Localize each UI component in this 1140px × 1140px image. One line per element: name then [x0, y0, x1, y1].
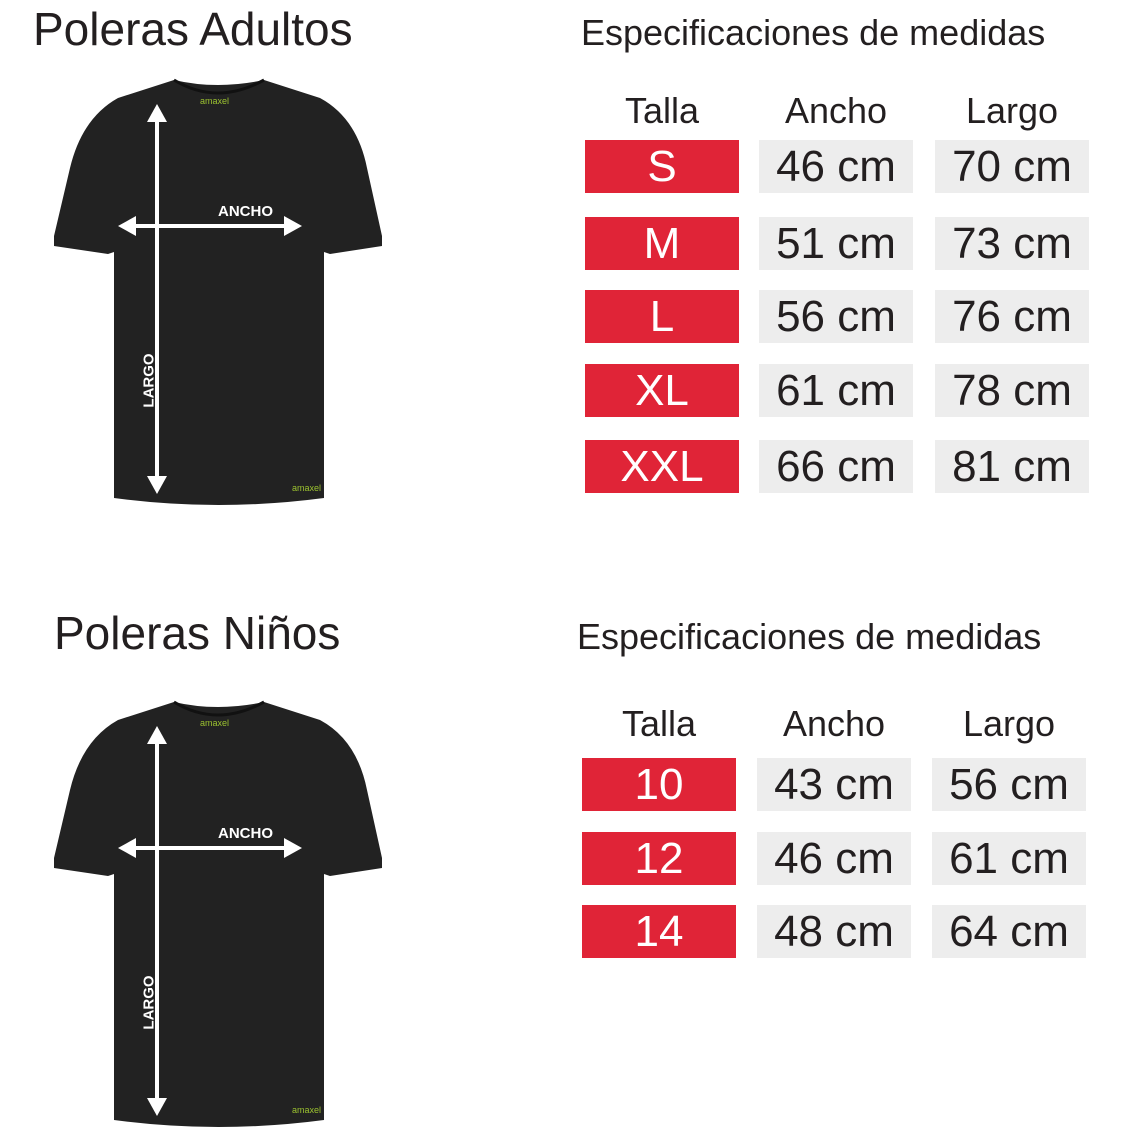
ancho-label: ANCHO	[218, 825, 273, 842]
header-ancho: Ancho	[784, 90, 888, 131]
brand-logo-hem: amaxel	[292, 1105, 322, 1115]
largo-label: LARGO	[140, 353, 158, 408]
kids-title: Poleras Niños	[54, 607, 341, 659]
tshirt-icon	[54, 700, 382, 1127]
largo-cell: 56 cm	[932, 758, 1086, 811]
header-talla: Talla	[624, 90, 700, 131]
size-cell: XXL	[585, 440, 739, 493]
size-cell: 14	[582, 905, 736, 958]
ancho-cell: 56 cm	[759, 290, 913, 343]
header-largo: Largo	[965, 90, 1059, 131]
ancho-cell: 61 cm	[759, 364, 913, 417]
largo-cell: 78 cm	[935, 364, 1089, 417]
largo-cell: 70 cm	[935, 140, 1089, 193]
brand-logo: amaxel	[200, 718, 230, 728]
adults-title: Poleras Adultos	[33, 3, 353, 55]
size-cell: XL	[585, 364, 739, 417]
size-cell: M	[585, 217, 739, 270]
brand-logo: amaxel	[200, 96, 230, 106]
ancho-cell: 66 cm	[759, 440, 913, 493]
size-cell: 10	[582, 758, 736, 811]
kids-tshirt-illustration: ANCHO LARGO amaxel amaxel	[52, 698, 392, 1138]
size-cell: 12	[582, 832, 736, 885]
size-cell: L	[585, 290, 739, 343]
ancho-cell: 51 cm	[759, 217, 913, 270]
largo-cell: 76 cm	[935, 290, 1089, 343]
largo-cell: 81 cm	[935, 440, 1089, 493]
largo-label: LARGO	[140, 975, 158, 1030]
largo-cell: 61 cm	[932, 832, 1086, 885]
header-ancho: Ancho	[782, 703, 886, 744]
largo-cell: 73 cm	[935, 217, 1089, 270]
size-cell: S	[585, 140, 739, 193]
ancho-cell: 46 cm	[759, 140, 913, 193]
largo-cell: 64 cm	[932, 905, 1086, 958]
tshirt-icon	[54, 78, 382, 505]
adult-tshirt-illustration: ANCHO LARGO amaxel amaxel	[52, 76, 392, 516]
brand-logo-hem: amaxel	[292, 483, 322, 493]
ancho-cell: 48 cm	[757, 905, 911, 958]
ancho-label: ANCHO	[218, 203, 273, 220]
adults-spec-title: Especificaciones de medidas	[581, 12, 1046, 53]
kids-spec-title: Especificaciones de medidas	[577, 616, 1042, 657]
ancho-cell: 43 cm	[757, 758, 911, 811]
header-largo: Largo	[962, 703, 1056, 744]
header-talla: Talla	[621, 703, 697, 744]
ancho-cell: 46 cm	[757, 832, 911, 885]
